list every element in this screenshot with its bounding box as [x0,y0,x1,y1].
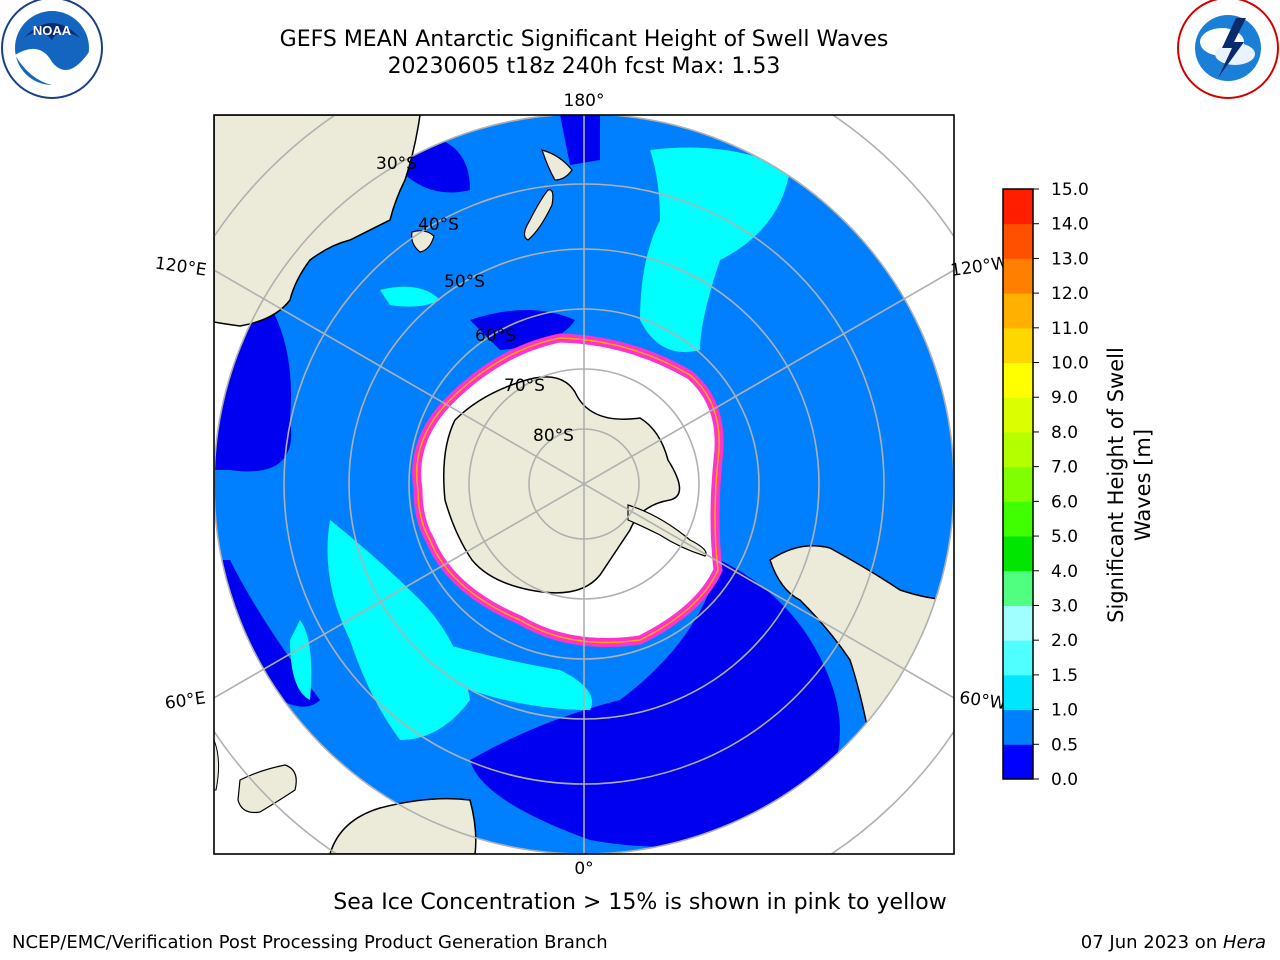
colorbar-tick-label: 10.0 [1051,354,1089,374]
colorbar-segment [1003,293,1033,329]
colorbar-tick-label: 9.0 [1051,388,1078,408]
colorbar-tick-label: 1.0 [1051,701,1078,721]
machine-name: Hera [1222,932,1266,953]
colorbar-tick-label: 6.0 [1051,492,1078,512]
colorbar-segment [1003,605,1033,641]
colorbar-tick-label: 7.0 [1051,458,1078,478]
sea-ice-caption: Sea Ice Concentration > 15% is shown in … [333,890,947,915]
lon-label-120e: 120°E [154,254,208,281]
land-madagascar [237,764,297,814]
noaa-logo: NOAA [1,0,103,99]
colorbar [1002,188,1034,780]
colorbar-tick-label: 14.0 [1051,215,1089,235]
lon-label-60w: 60°W [958,688,1007,714]
lat-label-70s: 70°S [504,376,545,396]
colorbar-segment [1003,570,1033,606]
lat-label-40s: 40°S [418,215,459,235]
lon-label-120w: 120°W [949,253,1009,281]
colorbar-tick-label: 3.0 [1051,596,1078,616]
map-border [213,114,955,855]
date-prefix: 07 Jun 2023 on [1080,932,1223,953]
credit-text: NCEP/EMC/Verification Post Processing Pr… [12,932,608,953]
lat-label-30s: 30°S [376,154,417,174]
colorbar-tick-label: 0.5 [1051,735,1078,755]
colorbar-tick-label: 12.0 [1051,284,1089,304]
colorbar-tick-label: 1.5 [1051,666,1078,686]
lon-label-60e: 60°E [164,688,207,713]
date-text: 07 Jun 2023 on Hera [1081,932,1266,953]
colorbar-segment [1003,223,1033,259]
chart-subtitle: 20230605 t18z 240h fcst Max: 1.53 [387,54,781,79]
colorbar-segment [1003,501,1033,537]
nws-logo [1177,0,1279,99]
colorbar-segment [1003,640,1033,676]
colorbar-segment [1003,362,1033,398]
colorbar-tick-label: 4.0 [1051,562,1078,582]
colorbar-segment [1003,431,1033,468]
colorbar-segment [1003,189,1033,225]
colorbar-tick-label: 11.0 [1051,319,1089,339]
colorbar-label-line1: Significant Height of Swell [1104,347,1128,623]
colorbar-segment [1003,258,1033,294]
colorbar-tick-label: 15.0 [1051,180,1089,200]
colorbar-tick-label: 0.0 [1051,770,1078,790]
land-australia [214,115,421,327]
colorbar-segment [1003,397,1033,433]
colorbar-tick-label: 8.0 [1051,423,1078,443]
colorbar-segment [1003,466,1033,502]
colorbar-tick-label: 5.0 [1051,527,1078,547]
lat-label-60s: 60°S [475,326,516,346]
colorbar-segment [1003,536,1033,572]
graticule [214,115,954,854]
colorbar-segment [1003,674,1033,711]
colorbar-ticks: 0.0 0.5 1.0 1.5 2.0 3.0 4.0 5.0 6.0 7.0 8.0 9.0 10.0… [1033,180,1089,790]
noaa-logo-text: NOAA [33,23,72,38]
colorbar-tick-label: 13.0 [1051,249,1089,269]
colorbar-border [1002,188,1034,780]
colorbar-label-line2: Waves [m] [1131,429,1155,541]
chart-title: GEFS MEAN Antarctic Significant Height o… [279,27,889,52]
colorbar-segment [1003,709,1033,745]
lat-label-80s: 80°S [533,426,574,446]
land-africa [329,797,477,854]
lat-label-50s: 50°S [444,272,485,292]
colorbar-segment [1003,744,1033,780]
colorbar-segment [1003,327,1033,364]
lon-label-180: 180° [564,91,605,111]
colorbar-tick-label: 2.0 [1051,631,1078,651]
lon-label-0: 0° [574,859,593,879]
